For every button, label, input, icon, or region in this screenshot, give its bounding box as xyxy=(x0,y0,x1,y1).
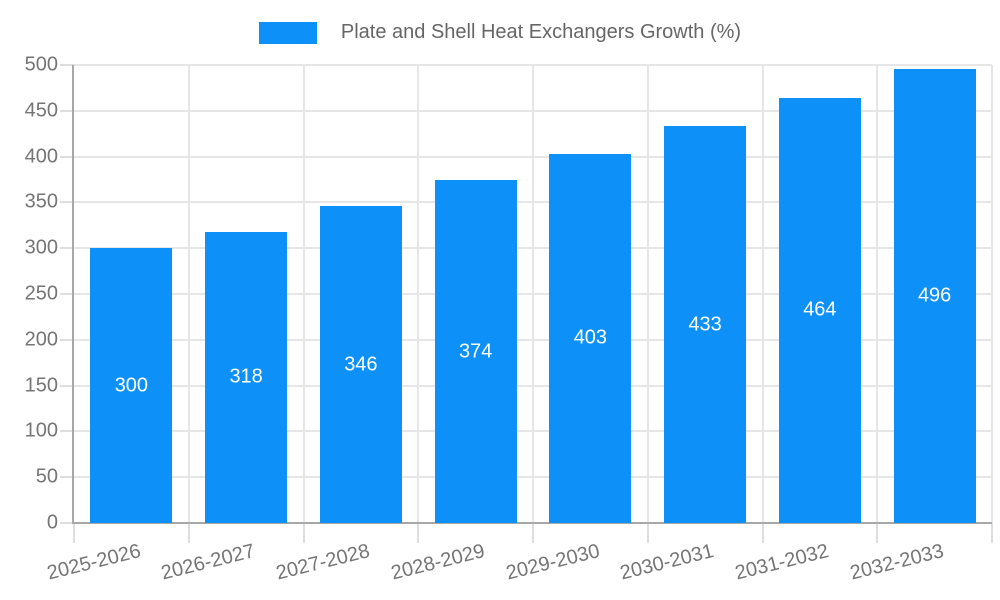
legend-swatch xyxy=(258,21,317,44)
x-tick-label: 2029-2030 xyxy=(503,540,602,585)
bar-value-label: 464 xyxy=(803,298,837,321)
y-tick-mark xyxy=(60,384,74,387)
x-tick-mark xyxy=(302,523,305,543)
y-tick-mark xyxy=(60,109,74,112)
bar-value-label: 433 xyxy=(688,313,722,336)
gridline-v xyxy=(417,65,420,523)
gridline-v xyxy=(532,65,534,523)
x-tick-label: 2026-2027 xyxy=(159,540,258,585)
gridline-v xyxy=(991,65,993,523)
x-tick-label: 2028-2029 xyxy=(388,540,487,585)
y-tick-mark xyxy=(60,201,74,204)
y-tick-label: 50 xyxy=(35,465,58,488)
y-tick-label: 400 xyxy=(24,145,58,168)
x-tick-mark xyxy=(187,523,190,543)
gridline-v xyxy=(761,65,764,523)
x-tick-mark xyxy=(532,523,534,543)
y-tick-label: 100 xyxy=(24,419,58,442)
y-tick-mark xyxy=(60,430,74,433)
bar[interactable] xyxy=(664,126,747,523)
bar[interactable] xyxy=(778,97,861,523)
y-tick-label: 0 xyxy=(46,511,58,534)
x-tick-mark xyxy=(991,523,993,543)
legend-label: Plate and Shell Heat Exchangers Growth (… xyxy=(340,21,742,43)
y-tick-label: 350 xyxy=(24,190,58,213)
x-tick-mark xyxy=(761,523,764,543)
gridline-v xyxy=(646,65,649,523)
bar-value-label: 403 xyxy=(573,326,608,349)
y-tick-label: 500 xyxy=(24,53,58,76)
bar[interactable] xyxy=(434,180,517,523)
y-tick-label: 200 xyxy=(24,328,58,351)
bar-value-label: 318 xyxy=(229,365,263,388)
gridline-v xyxy=(876,65,879,523)
x-axis-line xyxy=(72,522,992,524)
y-tick-label: 250 xyxy=(24,282,58,305)
y-axis-line xyxy=(72,65,74,523)
bar-value-label: 346 xyxy=(344,353,378,376)
bar-value-label: 300 xyxy=(114,374,149,397)
x-tick-mark xyxy=(73,523,75,543)
y-tick-mark xyxy=(60,338,74,341)
bar-value-label: 374 xyxy=(458,340,493,363)
y-tick-mark xyxy=(60,476,74,479)
y-tick-mark xyxy=(60,522,74,524)
x-tick-label: 2025-2026 xyxy=(44,540,143,585)
x-tick-label: 2030-2031 xyxy=(618,540,717,585)
bar[interactable] xyxy=(549,153,632,523)
gridline-v xyxy=(187,65,190,523)
y-tick-label: 300 xyxy=(24,236,58,259)
y-tick-label: 450 xyxy=(24,99,58,122)
x-tick-label: 2032-2033 xyxy=(847,540,946,585)
gridline-v xyxy=(302,65,305,523)
y-tick-mark xyxy=(60,247,74,250)
chart-legend[interactable]: Plate and Shell Heat Exchangers Growth (… xyxy=(0,21,1000,44)
x-tick-mark xyxy=(646,523,649,543)
x-tick-mark xyxy=(876,523,879,543)
bar[interactable] xyxy=(319,206,402,523)
y-tick-label: 150 xyxy=(24,374,58,397)
bar[interactable] xyxy=(205,231,288,523)
bar[interactable] xyxy=(893,68,976,523)
x-tick-label: 2027-2028 xyxy=(274,540,373,585)
y-tick-mark xyxy=(60,155,74,158)
bar[interactable] xyxy=(90,248,173,523)
y-tick-mark xyxy=(60,64,74,66)
x-tick-label: 2031-2032 xyxy=(733,540,832,585)
bar-value-label: 496 xyxy=(917,284,952,307)
x-tick-mark xyxy=(417,523,420,543)
y-tick-mark xyxy=(60,293,74,295)
